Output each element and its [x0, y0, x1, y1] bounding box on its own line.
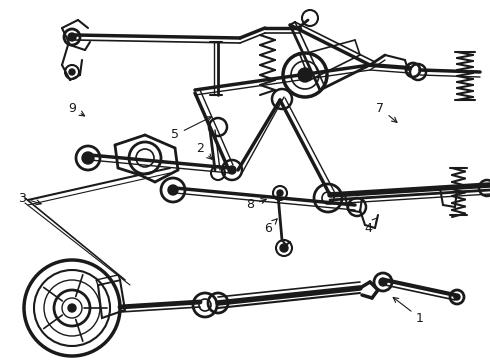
Text: 1: 1 — [393, 297, 424, 324]
Circle shape — [298, 68, 312, 82]
Circle shape — [454, 294, 460, 300]
Circle shape — [379, 278, 387, 286]
Circle shape — [69, 69, 75, 75]
Text: 2: 2 — [196, 141, 212, 159]
Text: 9: 9 — [68, 102, 85, 116]
Text: 5: 5 — [171, 117, 211, 141]
Text: 7: 7 — [376, 102, 397, 122]
Circle shape — [82, 152, 94, 164]
Circle shape — [168, 185, 178, 195]
Text: 6: 6 — [264, 219, 277, 234]
Circle shape — [68, 304, 76, 312]
Circle shape — [277, 190, 283, 196]
Circle shape — [68, 33, 76, 41]
Circle shape — [228, 166, 236, 174]
Circle shape — [280, 244, 288, 252]
Text: 4: 4 — [364, 218, 377, 234]
Text: 3: 3 — [18, 192, 41, 205]
Text: 8: 8 — [246, 198, 266, 211]
Polygon shape — [98, 280, 125, 318]
Polygon shape — [96, 275, 120, 285]
